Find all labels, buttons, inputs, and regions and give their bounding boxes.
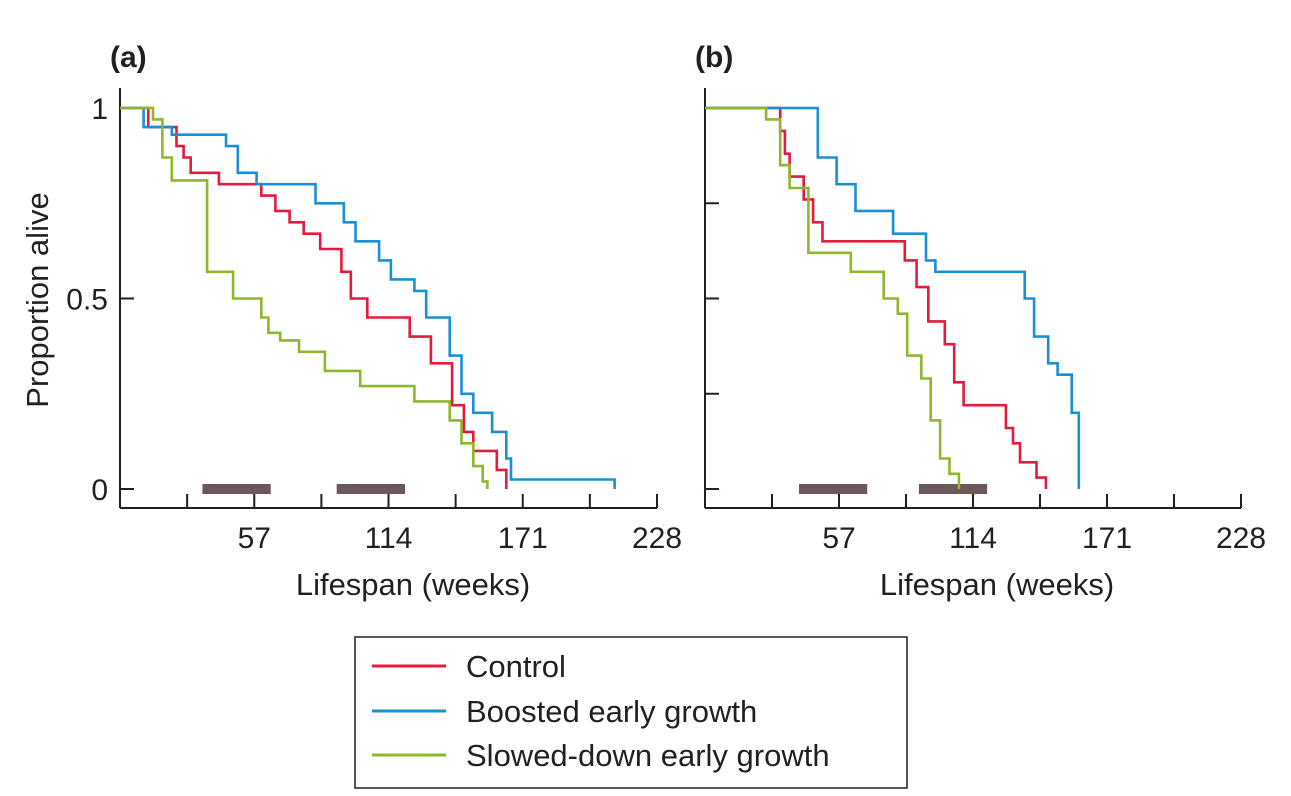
legend-item-slowed: Slowed-down early growth xyxy=(372,738,830,773)
panel-b-plot: 57 114 171 228 xyxy=(704,88,1266,555)
legend-label-control: Control xyxy=(466,649,566,684)
panel-a-y-tick-label: 0.5 xyxy=(66,284,108,317)
panel-b-label: (b) xyxy=(695,41,733,74)
panel-b-x-axis-title: Lifespan (weeks) xyxy=(880,567,1114,602)
legend-label-slowed: Slowed-down early growth xyxy=(466,738,830,773)
panel-a-x-tick-label: 114 xyxy=(365,522,413,555)
panel-b-x-tick-label: 57 xyxy=(822,522,855,555)
panel-a-y-axis-title: Proportion alive xyxy=(20,192,55,407)
panel-b-period-bar-1 xyxy=(799,484,868,494)
panel-a-series-boosted xyxy=(120,106,616,489)
panel-b-x-tick-label: 171 xyxy=(1082,522,1132,555)
panel-a-x-tick-label: 171 xyxy=(498,522,548,555)
panel-a-plot: 57 114 171 228 0 0.5 1 xyxy=(66,88,682,555)
legend-frame xyxy=(354,636,908,789)
panel-a-x-axis-title: Lifespan (weeks) xyxy=(296,567,530,602)
panel-a-x-tick-label: 228 xyxy=(632,522,682,555)
panel-a-y-tick-label: 1 xyxy=(91,93,108,126)
panel-b-x-tick-label: 228 xyxy=(1216,522,1266,555)
legend: Control Boosted early growth Slowed-down… xyxy=(354,636,908,789)
panel-a-label: (a) xyxy=(110,41,147,74)
legend-label-boosted: Boosted early growth xyxy=(466,694,757,729)
panel-a-period-bar-2 xyxy=(336,484,405,494)
panel-a-y-tick-label: 0 xyxy=(91,474,108,507)
legend-item-control: Control xyxy=(372,649,566,684)
panel-a-series-control xyxy=(120,106,508,489)
panel-b-series-boosted xyxy=(705,106,1081,489)
panel-b-series-slowed xyxy=(705,106,961,489)
panel-a: (a) 57 114 171 228 0 0.5 1 Lifespan (weeks) Pr… xyxy=(20,41,682,602)
panel-b-series-control xyxy=(705,106,1048,489)
panel-a-x-tick-label: 57 xyxy=(238,522,271,555)
panel-a-series-slowed xyxy=(120,106,489,489)
panel-a-period-bar-1 xyxy=(202,484,271,494)
legend-item-boosted: Boosted early growth xyxy=(372,694,757,729)
panel-b-x-tick-label: 114 xyxy=(949,522,997,555)
panel-b: (b) 57 114 171 228 Lifespan (weeks) xyxy=(695,41,1266,602)
panel-b-period-bar-2 xyxy=(918,484,988,494)
